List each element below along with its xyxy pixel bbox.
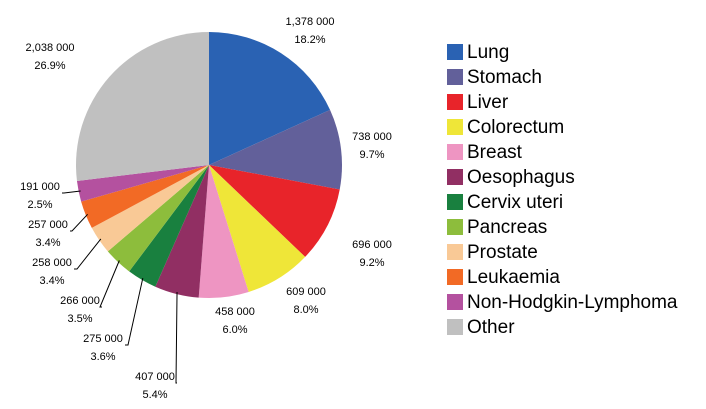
pie-slice <box>76 165 209 202</box>
legend-swatch <box>447 144 463 160</box>
legend-swatch <box>447 44 463 60</box>
legend-label: Pancreas <box>467 217 547 238</box>
pie-slice <box>75 32 209 181</box>
pie-slice <box>91 165 209 252</box>
percentage-label: 18.2% <box>294 34 325 46</box>
legend-swatch <box>447 294 463 310</box>
pie-slice <box>129 165 209 287</box>
legend-label: Prostate <box>467 242 538 263</box>
leader-line <box>70 213 88 232</box>
percentage-label: 3.4% <box>39 275 64 287</box>
legend-label: Oesophagus <box>467 167 575 188</box>
percentage-label: 8.0% <box>293 304 318 316</box>
legend-swatch <box>447 169 463 185</box>
legend-swatch <box>447 94 463 110</box>
leader-line <box>125 277 144 346</box>
value-label: 1,378 000 <box>286 16 335 28</box>
value-label: 257 000 <box>28 219 68 231</box>
legend-label: Lung <box>467 42 509 63</box>
value-label: 258 000 <box>32 257 72 269</box>
value-label: 275 000 <box>83 333 123 345</box>
legend-label: Non-Hodgkin-Lymphoma <box>467 292 678 313</box>
legend-swatch <box>447 119 463 135</box>
legend-swatch <box>447 194 463 210</box>
value-label: 696 000 <box>352 239 392 251</box>
legend-label: Leukaemia <box>467 267 560 288</box>
legend-label: Breast <box>467 142 523 163</box>
percentage-label: 9.2% <box>359 257 384 269</box>
legend-label: Stomach <box>467 67 542 88</box>
percentage-label: 26.9% <box>34 60 65 72</box>
value-label: 266 000 <box>60 295 100 307</box>
percentage-label: 3.5% <box>67 313 92 325</box>
percentage-label: 5.4% <box>142 389 167 401</box>
legend-label: Colorectum <box>467 117 564 138</box>
legend-swatch <box>447 319 463 335</box>
leader-line <box>74 238 102 270</box>
legend-swatch <box>447 244 463 260</box>
percentage-label: 2.5% <box>27 199 52 211</box>
pie-slice <box>81 165 209 228</box>
percentage-label: 9.7% <box>359 149 384 161</box>
leader-line <box>175 292 178 384</box>
value-label: 2,038 000 <box>26 42 75 54</box>
legend-swatch <box>447 219 463 235</box>
legend-label: Liver <box>467 92 509 113</box>
pie-slice <box>107 165 209 272</box>
pie-slice <box>209 109 343 190</box>
value-label: 738 000 <box>352 131 392 143</box>
pie-slice <box>209 165 306 292</box>
value-label: 609 000 <box>286 286 326 298</box>
value-label: 458 000 <box>215 306 255 318</box>
value-label: 407 000 <box>135 371 175 383</box>
legend-label: Cervix uteri <box>467 192 563 213</box>
legend-swatch <box>447 69 463 85</box>
legend-swatch <box>447 269 463 285</box>
leader-line <box>62 190 81 194</box>
pie-slice <box>209 32 331 165</box>
percentage-label: 3.6% <box>90 351 115 363</box>
value-label: 191 000 <box>20 181 60 193</box>
percentage-label: 3.4% <box>35 237 60 249</box>
leader-line <box>99 260 120 308</box>
pie-slice <box>155 165 209 298</box>
percentage-label: 6.0% <box>222 324 247 336</box>
legend-label: Other <box>467 317 515 338</box>
pie-slice <box>198 165 249 298</box>
pie-slice <box>209 165 340 257</box>
